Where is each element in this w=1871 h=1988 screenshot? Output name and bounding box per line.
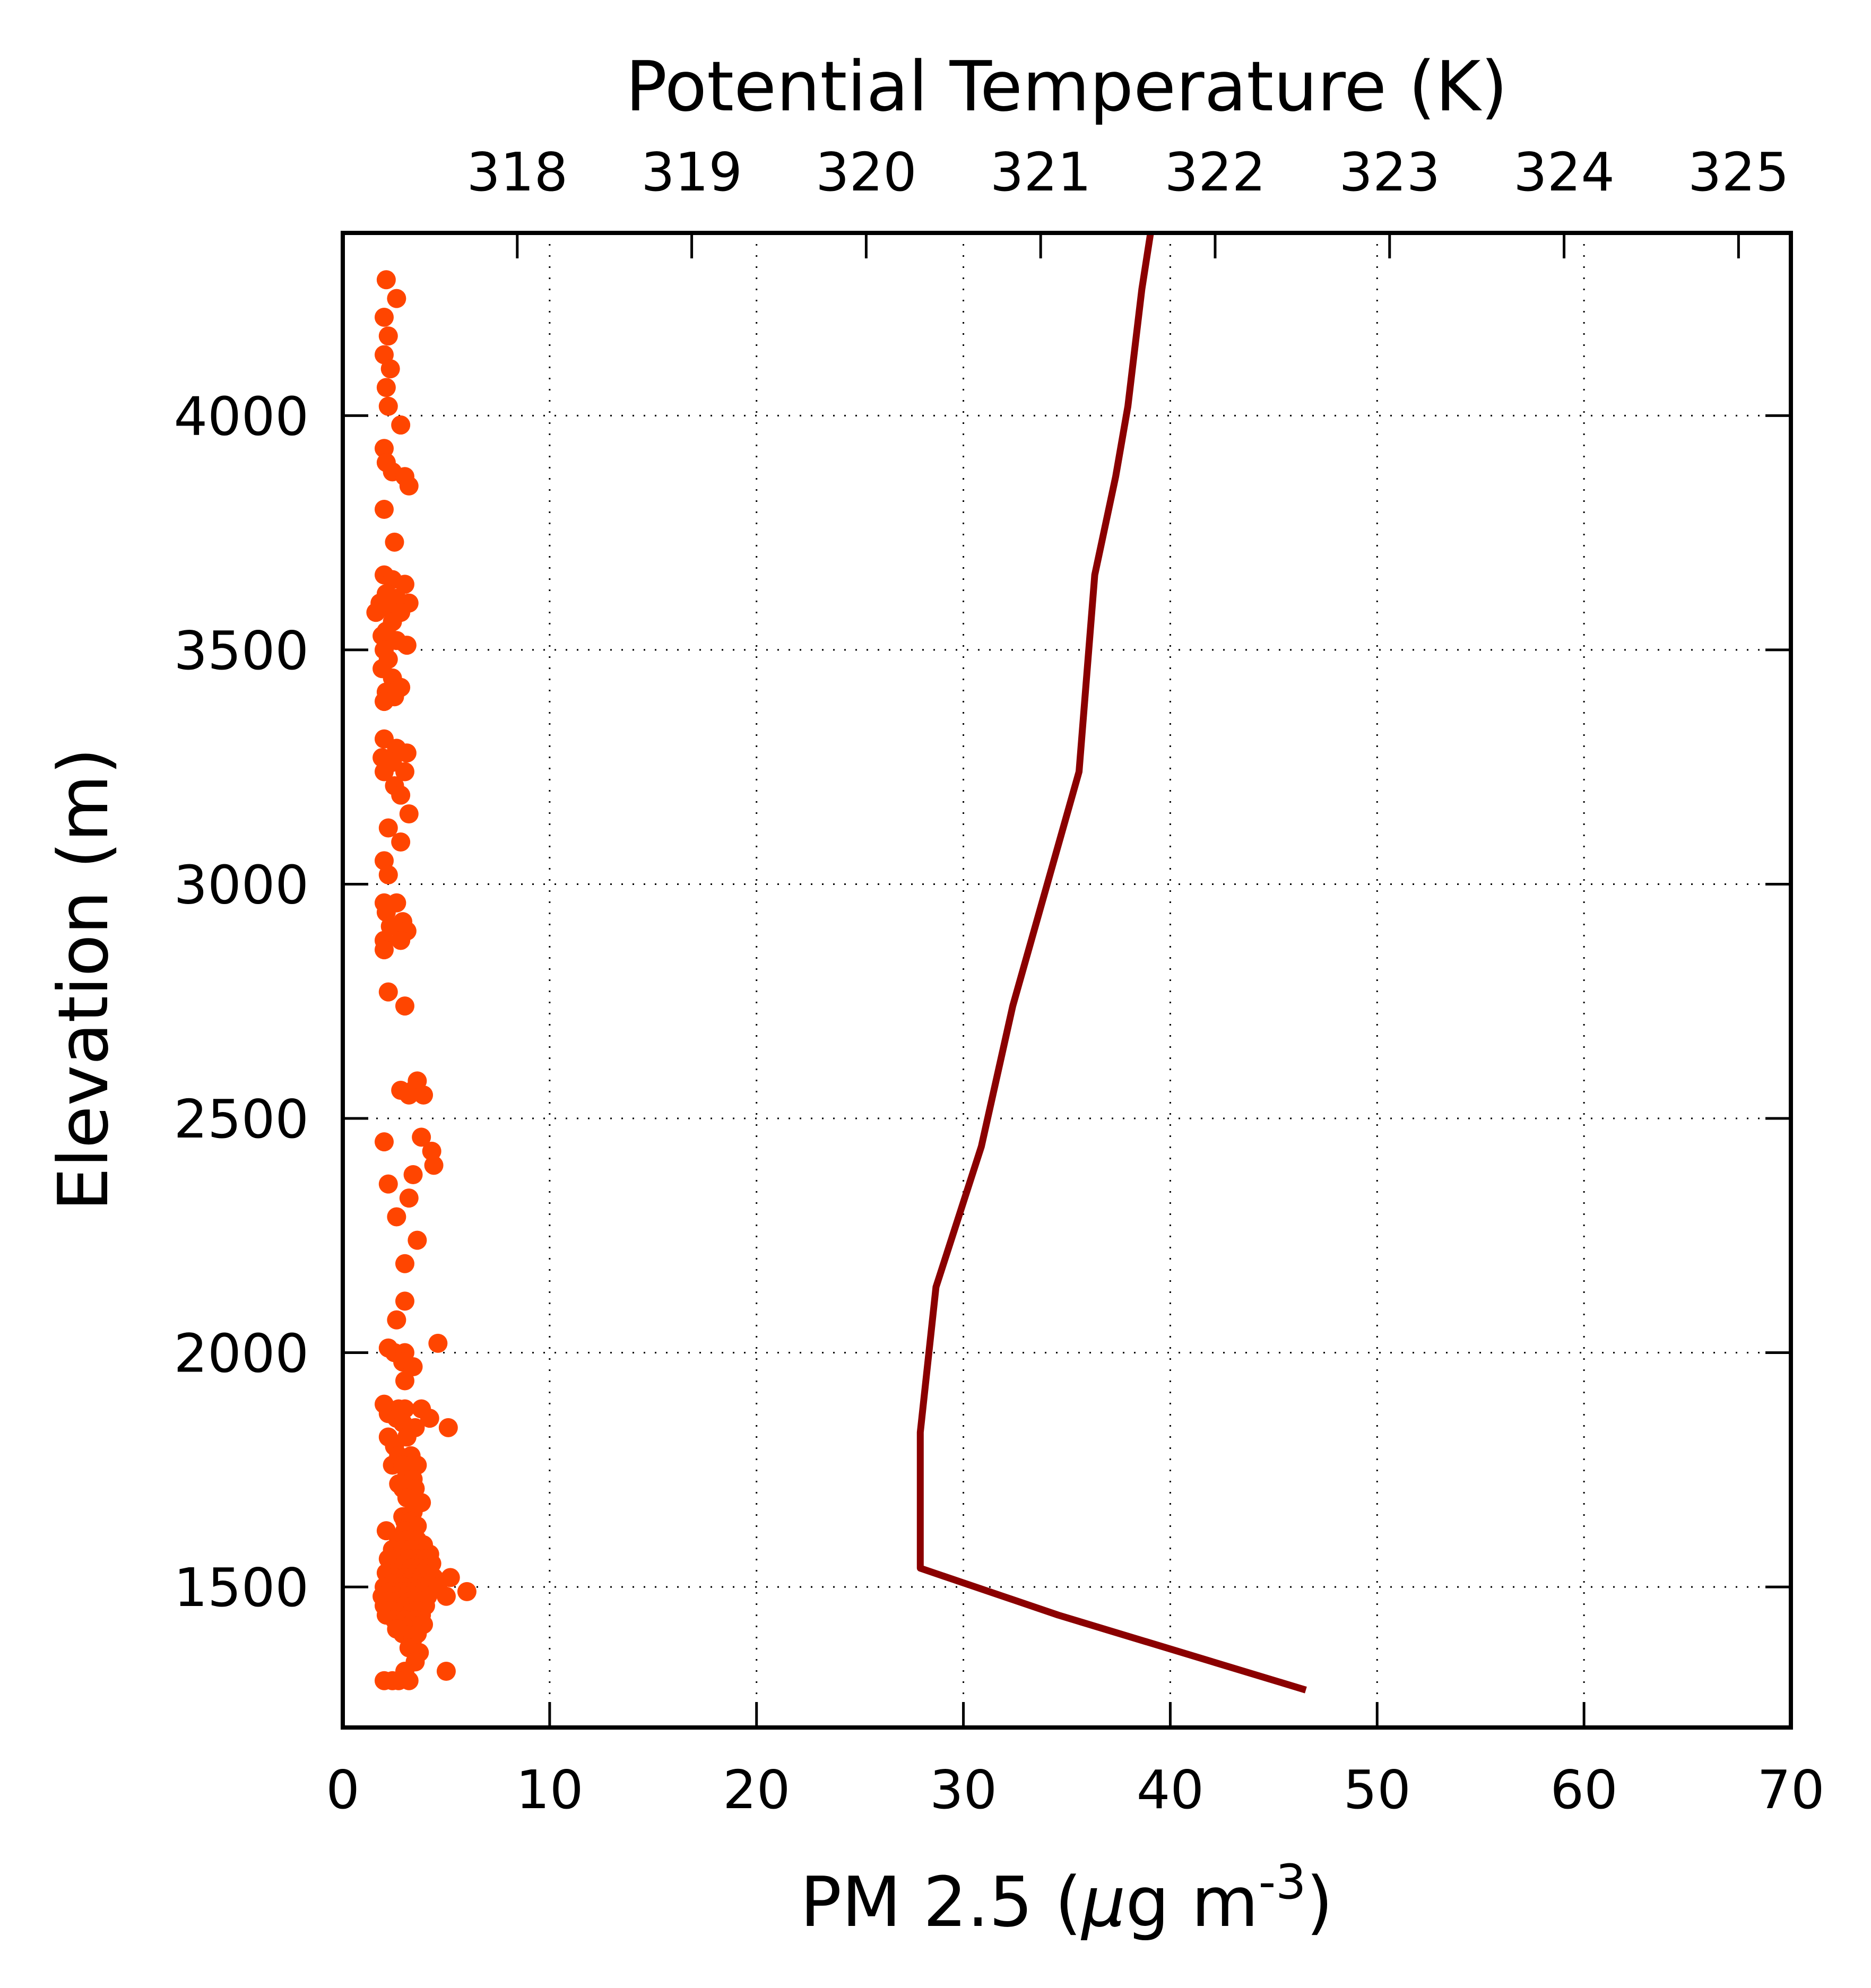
pm25-point	[378, 1174, 398, 1194]
pm25-point	[397, 743, 417, 763]
pm25-point	[378, 396, 398, 416]
pm25-point	[424, 1156, 444, 1175]
bottom-axis-title-start: PM 2.5 (	[800, 1862, 1082, 1942]
pm25-point	[387, 1310, 406, 1330]
pm25-point	[438, 1418, 458, 1437]
top-tick-label: 320	[816, 141, 917, 203]
pm25-point	[373, 626, 392, 646]
bottom-tick-label: 0	[326, 1759, 360, 1821]
y-tick-label: 2000	[174, 1323, 309, 1385]
y-tick-label: 3500	[174, 620, 309, 682]
pm25-point	[391, 832, 411, 852]
plot-layer	[366, 232, 1307, 1694]
pm25-point	[436, 1586, 456, 1606]
pm25-scatter-series	[366, 270, 477, 1690]
pm25-point	[374, 500, 394, 519]
pm25-point	[399, 1085, 419, 1105]
y-tick-label: 1500	[174, 1557, 309, 1619]
bottom-axis-title-superscript: -3	[1259, 1854, 1306, 1910]
pm25-point	[412, 1127, 431, 1147]
pm25-point	[395, 1291, 414, 1311]
y-tick-label: 2500	[174, 1088, 309, 1150]
y-tick-label: 4000	[174, 385, 309, 447]
pm25-point	[391, 415, 411, 435]
pm25-point	[380, 359, 400, 379]
bottom-tick-label: 70	[1757, 1759, 1824, 1821]
bottom-axis-title: PM 2.5 (μg m-3)	[800, 1854, 1333, 1942]
pm25-point	[374, 762, 394, 782]
bottom-tick-label: 20	[723, 1759, 790, 1821]
y-axis-title: Elevation (m)	[43, 748, 124, 1211]
pm25-point	[399, 804, 419, 824]
pm25-point	[397, 636, 417, 655]
y-tick-label: 3000	[174, 854, 309, 916]
pm25-point	[422, 1141, 441, 1161]
pm25-point	[366, 603, 386, 622]
pm25-point	[376, 270, 396, 290]
pm25-point	[374, 692, 394, 711]
top-tick-label: 321	[990, 141, 1092, 203]
grid-layer	[343, 233, 1791, 1727]
pm25-point	[395, 996, 414, 1016]
top-tick-label: 319	[641, 141, 742, 203]
pm25-point	[395, 575, 414, 594]
bottom-axis-title-unit: g m	[1125, 1862, 1258, 1942]
plot-frame	[341, 231, 1793, 1730]
pm25-point	[378, 326, 398, 346]
pm25-point	[399, 1188, 419, 1208]
bottom-tick-label: 50	[1344, 1759, 1411, 1821]
pm25-point	[387, 1207, 406, 1227]
bottom-tick-label: 60	[1550, 1759, 1618, 1821]
top-tick-label: 318	[466, 141, 568, 203]
pm25-point	[383, 1671, 402, 1690]
labels-layer: 0 10 20 30 40 50 60 70 318 319 320 321 322 323 324 325 1…	[174, 141, 1825, 1821]
pm25-point	[376, 378, 396, 397]
pm25-point	[374, 1132, 394, 1152]
pm25-point	[378, 982, 398, 1002]
pm25-point	[399, 1671, 419, 1690]
top-tick-label: 325	[1688, 141, 1789, 203]
pm25-point	[395, 1254, 414, 1273]
pm25-point	[457, 1582, 477, 1601]
top-tick-label: 323	[1339, 141, 1440, 203]
bottom-tick-label: 40	[1137, 1759, 1204, 1821]
bottom-tick-label: 30	[930, 1759, 997, 1821]
potential-temperature-line	[916, 232, 1307, 1694]
pm25-point	[403, 1165, 423, 1184]
pm25-point	[387, 289, 406, 308]
pm25-point	[395, 1371, 414, 1391]
pm25-point	[420, 1409, 439, 1428]
pm25-point	[391, 785, 411, 805]
top-tick-label: 322	[1165, 141, 1266, 203]
pm25-point	[428, 1333, 448, 1353]
pm25-point	[395, 762, 414, 782]
pm25-point	[374, 307, 394, 327]
pm25-point	[399, 476, 419, 496]
pm25-point	[403, 1357, 423, 1377]
bottom-axis-title-end: )	[1306, 1862, 1333, 1942]
pm25-point	[374, 940, 394, 960]
bottom-axis-title-mu: μ	[1081, 1862, 1126, 1942]
pm25-point	[378, 865, 398, 884]
pm25-point	[374, 439, 394, 458]
top-tick-label: 324	[1513, 141, 1615, 203]
pm25-point	[436, 1662, 456, 1681]
pm25-point	[391, 931, 411, 950]
pm25-point	[414, 1085, 434, 1105]
top-axis-title: Potential Temperature (K)	[626, 46, 1508, 127]
pm25-point	[378, 818, 398, 838]
bottom-tick-label: 10	[516, 1759, 583, 1821]
pm25-point	[408, 1230, 427, 1250]
pm25-point	[385, 532, 404, 552]
ticks-layer	[341, 233, 1792, 1727]
